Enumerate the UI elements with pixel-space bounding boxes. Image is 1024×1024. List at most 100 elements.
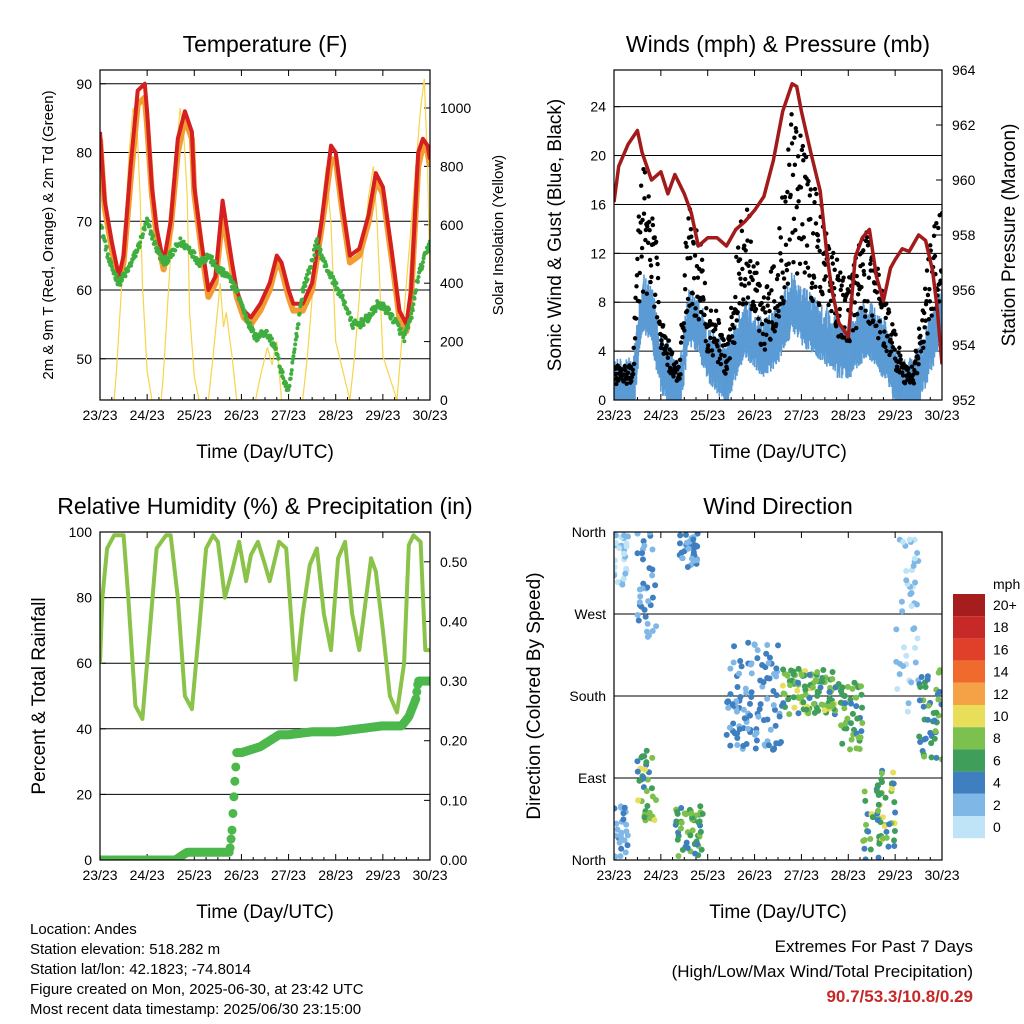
direction-point	[800, 699, 807, 706]
direction-point	[753, 737, 760, 744]
dewpoint-point	[140, 232, 145, 237]
gust-point	[641, 211, 647, 216]
gust-point	[854, 311, 860, 317]
gust-point	[745, 295, 751, 300]
gust-point	[823, 274, 828, 279]
gust-point	[779, 258, 784, 263]
gust-point	[924, 299, 929, 304]
dewpoint-point	[114, 272, 119, 277]
gust-point	[648, 263, 654, 268]
dewpoint-point	[315, 237, 320, 242]
colorbar-tick-label: 4	[993, 775, 1001, 791]
gust-point	[707, 318, 713, 324]
dewpoint-point	[292, 347, 297, 352]
y-tick-label: North	[572, 524, 606, 540]
gust-point	[909, 364, 915, 369]
gust-point	[664, 351, 670, 356]
plot-border	[613, 531, 943, 861]
direction-point	[748, 670, 755, 677]
dewpoint-point	[289, 371, 294, 376]
dewpoint-point	[173, 248, 178, 253]
direction-point	[623, 543, 630, 550]
gust-point	[743, 248, 748, 253]
gust-point	[866, 275, 872, 280]
gust-point	[691, 275, 697, 281]
direction-point	[681, 810, 688, 817]
y2-tick-label: 0.30	[440, 673, 467, 689]
gust-point	[807, 273, 812, 278]
dewpoint-point	[293, 337, 298, 342]
colorbar-label: mph	[993, 576, 1020, 592]
y2-tick-label: 0.50	[440, 554, 467, 570]
colorbar-tick-label: 18	[993, 619, 1009, 635]
gust-point	[631, 345, 636, 350]
dewpoint-point	[275, 352, 280, 357]
direction-point	[851, 679, 858, 686]
gust-point	[814, 191, 819, 197]
gust-point	[817, 248, 822, 254]
direction-point	[697, 803, 704, 810]
gust-point	[691, 241, 696, 246]
direction-point	[908, 603, 915, 610]
gust-point	[636, 214, 642, 219]
gust-point	[787, 162, 792, 168]
direction-point	[891, 842, 898, 849]
y2-tick-label: 0.40	[440, 613, 467, 629]
gust-point	[724, 366, 730, 372]
y2-tick-label: 1000	[440, 100, 471, 116]
direction-point	[931, 717, 938, 724]
gust-point	[700, 268, 705, 273]
x-tick-label: 26/23	[737, 867, 772, 883]
direction-point	[780, 700, 787, 707]
precip-point	[412, 687, 422, 697]
x-tick-label: 26/23	[224, 867, 259, 883]
gust-point	[882, 329, 887, 334]
direction-point	[635, 617, 642, 624]
gust-point	[721, 337, 726, 343]
gust-point	[810, 298, 815, 304]
gust-point	[684, 308, 690, 314]
direction-point	[858, 691, 865, 698]
gust-point	[792, 135, 797, 140]
direction-point	[646, 809, 653, 816]
x-tick-label: 27/23	[784, 867, 819, 883]
direction-point	[736, 670, 743, 677]
gust-point	[750, 277, 755, 283]
gust-point	[623, 367, 628, 373]
gust-point	[813, 221, 819, 226]
gust-point	[838, 287, 843, 293]
gust-point	[862, 272, 867, 277]
y-tick-label: 70	[76, 213, 92, 229]
direction-point	[795, 695, 802, 702]
direction-point	[918, 674, 925, 681]
gust-point	[803, 154, 809, 160]
gust-point	[861, 248, 866, 253]
gust-point	[916, 361, 921, 367]
direction-point	[908, 590, 915, 597]
gust-point	[874, 323, 879, 328]
gust-point	[751, 303, 757, 308]
dewpoint-point	[248, 321, 253, 326]
y-tick-label: East	[578, 770, 606, 786]
direction-point	[771, 670, 778, 677]
gust-point	[804, 243, 810, 248]
direction-point	[876, 840, 883, 847]
gust-point	[925, 292, 931, 298]
direction-point	[641, 814, 648, 821]
gust-point	[695, 275, 701, 280]
direction-point	[924, 676, 931, 683]
colorbar-tick-label: 12	[993, 686, 1009, 702]
direction-point	[814, 669, 821, 676]
direction-point	[904, 708, 911, 715]
gust-point	[654, 255, 659, 260]
gust-point	[858, 305, 864, 311]
gust-point	[727, 356, 732, 361]
dewpoint-point	[309, 264, 314, 269]
direction-point	[844, 683, 851, 690]
plot-area	[614, 532, 942, 860]
gust-point	[772, 329, 777, 334]
gust-point	[731, 325, 737, 331]
gust-point	[717, 356, 723, 361]
direction-point	[770, 688, 777, 695]
